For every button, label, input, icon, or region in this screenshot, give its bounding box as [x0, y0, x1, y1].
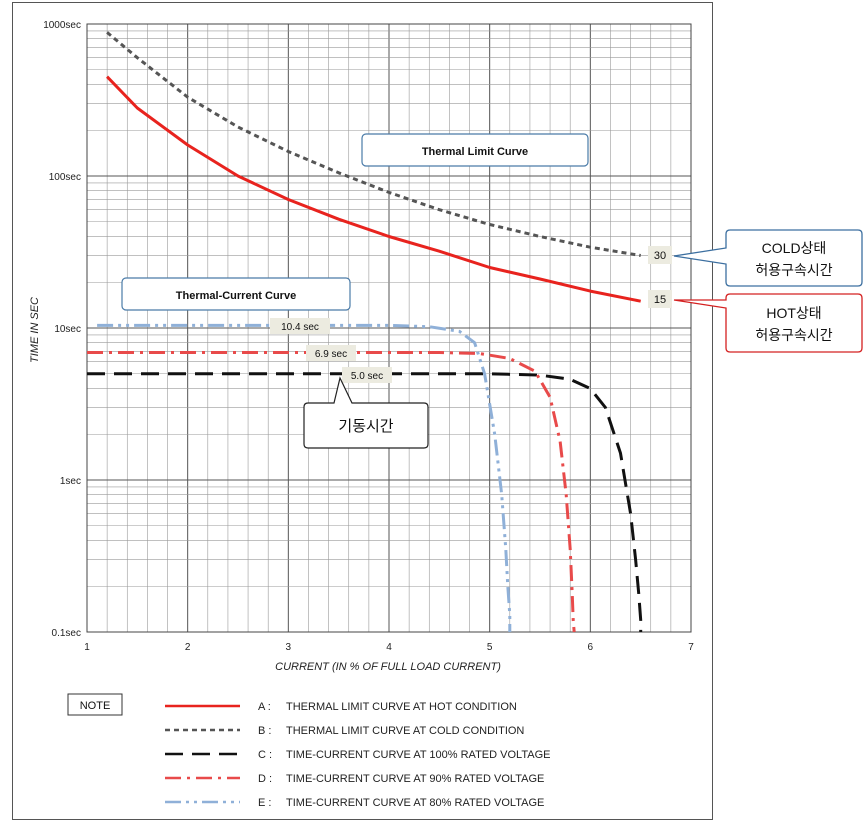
legend-key-a: A :	[258, 701, 271, 713]
hot-value-label: 15	[648, 290, 672, 308]
legend-label-a: THERMAL LIMIT CURVE AT HOT CONDITION	[286, 701, 517, 713]
series-line-c	[87, 372, 643, 632]
series-lines	[87, 31, 643, 633]
y-tick-label: 0.1sec	[52, 628, 81, 639]
x-tick-label: 4	[386, 642, 392, 653]
legend-label-b: THERMAL LIMIT CURVE AT COLD CONDITION	[286, 725, 524, 737]
x-tick-label: 5	[487, 642, 493, 653]
svg-text:기동시간: 기동시간	[338, 418, 393, 435]
hot-callout: HOT상태 허용구속시간	[673, 293, 863, 353]
label-5-0-sec: 5.0 sec	[342, 367, 392, 383]
start-time-callout: 기동시간	[303, 376, 429, 449]
svg-text:30: 30	[654, 250, 666, 262]
label-6-9-sec: 6.9 sec	[306, 345, 356, 361]
svg-text:HOT상태: HOT상태	[766, 305, 821, 321]
thermal-limit-title-box: Thermal Limit Curve	[361, 133, 589, 167]
x-tick-label: 7	[688, 642, 694, 653]
thermal-current-title-box: Thermal-Current Curve	[121, 277, 351, 311]
legend-key-b: B :	[258, 725, 271, 737]
y-tick-label: 10sec	[54, 324, 81, 335]
legend-label-e: TIME-CURRENT CURVE AT 80% RATED VOLTAGE	[286, 797, 544, 809]
x-tick-label: 6	[588, 642, 594, 653]
y-tick-label: 1sec	[60, 476, 81, 487]
series-line-b	[106, 31, 641, 257]
svg-text:5.0 sec: 5.0 sec	[351, 371, 383, 382]
legend-label-d: TIME-CURRENT CURVE AT 90% RATED VOLTAGE	[286, 773, 544, 785]
legend-note: NOTE	[80, 700, 111, 712]
legend: NOTE A : THERMAL LIMIT CURVE AT HOT CONDI…	[67, 693, 550, 809]
y-tick-label: 100sec	[49, 172, 81, 183]
svg-text:15: 15	[654, 294, 666, 306]
plot-border	[86, 23, 692, 633]
x-tick-label: 1	[84, 642, 90, 653]
y-axis-title: TIME IN SEC	[29, 297, 41, 363]
cold-callout: COLD상태 허용구속시간	[673, 229, 863, 287]
label-10-4-sec: 10.4 sec	[270, 318, 330, 334]
series-line-e	[97, 323, 512, 632]
svg-text:COLD상태: COLD상태	[762, 240, 827, 256]
cold-value-label: 30	[648, 246, 672, 264]
svg-text:허용구속시간: 허용구속시간	[755, 327, 832, 343]
series-line-d	[87, 351, 576, 633]
legend-key-c: C :	[258, 749, 272, 761]
legend-key-d: D :	[258, 773, 272, 785]
legend-label-c: TIME-CURRENT CURVE AT 100% RATED VOLTAGE	[286, 749, 550, 761]
svg-text:10.4 sec: 10.4 sec	[281, 322, 319, 333]
series-line-a	[106, 75, 641, 303]
thermal-current-title: Thermal-Current Curve	[176, 290, 296, 302]
thermal-limit-title: Thermal Limit Curve	[422, 146, 528, 158]
tick-labels: 1 2 3 4 5 6 7 1000sec 100sec 10sec 1sec 0.1sec	[43, 20, 694, 653]
y-tick-label: 1000sec	[43, 20, 81, 31]
legend-key-e: E :	[258, 797, 271, 809]
svg-text:허용구속시간: 허용구속시간	[755, 262, 832, 278]
x-tick-label: 2	[185, 642, 191, 653]
x-tick-label: 3	[286, 642, 292, 653]
grid	[86, 23, 692, 633]
x-axis-title: CURRENT (IN % OF FULL LOAD CURRENT)	[275, 661, 501, 673]
svg-text:6.9 sec: 6.9 sec	[315, 349, 347, 360]
